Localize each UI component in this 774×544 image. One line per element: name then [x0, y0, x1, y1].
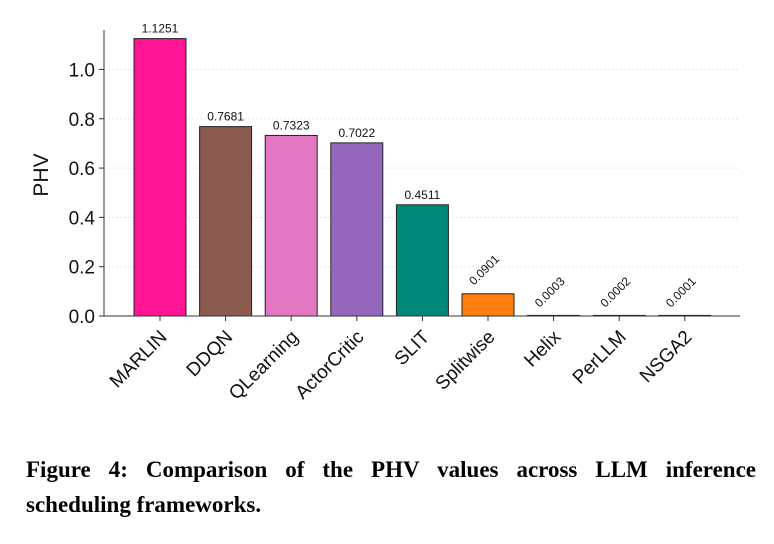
value-label: 0.0901: [466, 252, 502, 288]
x-tick-label: DDQN: [183, 327, 237, 381]
x-tick-label: MARLIN: [106, 327, 172, 393]
bar-marlin: [133, 38, 187, 317]
bars: [133, 38, 712, 317]
bar-ddqn: [199, 126, 253, 317]
value-label: 0.7681: [207, 110, 244, 124]
y-axis-title: PHV: [30, 153, 53, 196]
axes: [103, 30, 740, 321]
phv-bar-chart: 0.0 0.2 0.4 0.6 0.8 1.0 MARLIN DDQNQLearningAc…: [30, 22, 740, 404]
value-label: 0.7022: [338, 126, 375, 140]
y-tick-label: 1.0: [69, 60, 95, 81]
value-label: 0.0002: [597, 274, 633, 310]
y-ticks: 0.0 0.2 0.4 0.6 0.8 1.0: [69, 60, 104, 328]
y-tick-label: 0.0: [69, 307, 95, 328]
x-tick-label: NSGA2: [636, 327, 696, 387]
value-label: 0.0001: [663, 274, 699, 310]
value-label: 0.0003: [532, 274, 568, 310]
figure-caption: Figure 4: Comparison of the PHV values a…: [26, 457, 756, 517]
x-tick-label: Splitwise: [432, 327, 500, 395]
y-tick-label: 0.6: [69, 159, 95, 180]
value-label: 0.4511: [404, 188, 440, 202]
x-tick-label: ActorCritic: [292, 327, 369, 404]
y-tick-label: 0.2: [69, 258, 95, 279]
x-tick-label: PerLLM: [569, 327, 631, 389]
bar-splitwise: [461, 293, 515, 317]
bar-actorcritic: [330, 142, 384, 317]
x-tick-label: Helix: [520, 326, 565, 371]
y-tick-label: 0.4: [69, 208, 96, 229]
bar-qlearning: [264, 134, 318, 317]
value-label: 0.7323: [273, 118, 310, 132]
x-tick-label: QLearning: [225, 327, 303, 405]
value-label: 1.1251: [142, 22, 179, 36]
y-tick-label: 0.8: [69, 110, 95, 131]
x-tick-label: SLIT: [391, 326, 435, 370]
bar-slit: [395, 204, 449, 317]
